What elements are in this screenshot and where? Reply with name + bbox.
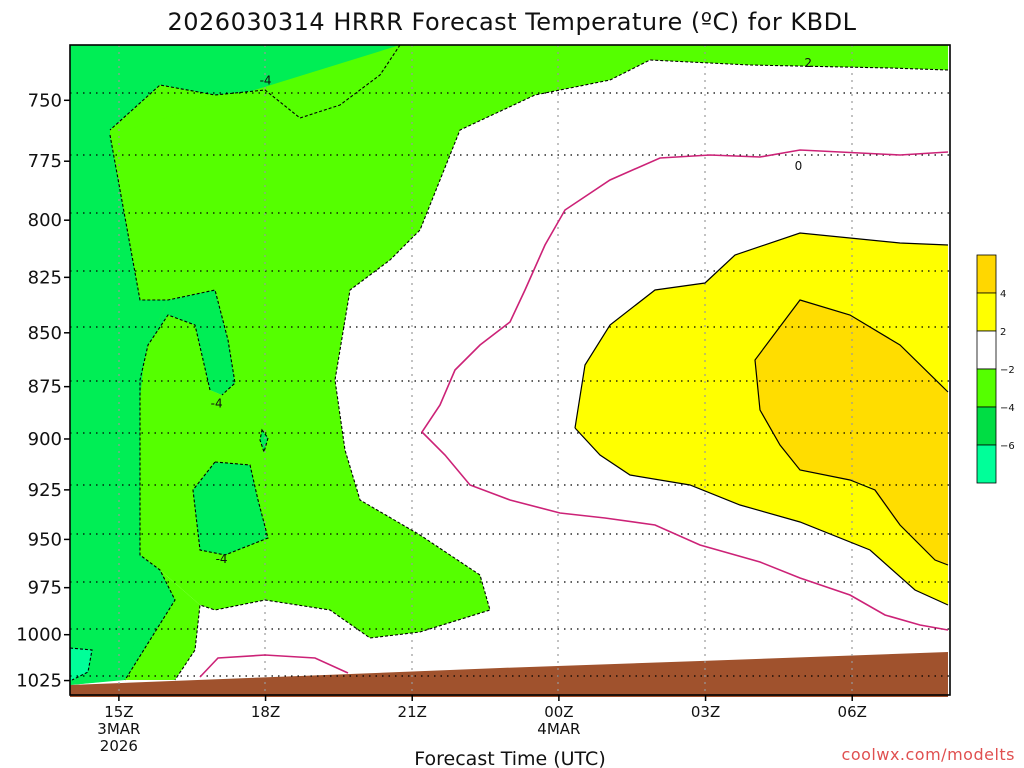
contour-2 [574, 232, 949, 429]
contour-label: -4 [216, 552, 228, 566]
colorbar: 4 2 −2 −4 −6 [976, 254, 1015, 484]
x-tick-label: 03Z [691, 703, 720, 721]
y-tick-label: 875 [28, 377, 62, 398]
contour-minus6-pocket [192, 461, 269, 556]
y-tick-label: 925 [28, 480, 62, 501]
colorbar-swatch [976, 406, 997, 446]
colorbar-swatch [976, 292, 997, 332]
x-tick-label: 00Z [544, 703, 573, 721]
contour-minus2-main [174, 59, 949, 681]
plot-area: -4 2 0 -4 -4 [69, 44, 951, 697]
contour-minus4-left [109, 134, 236, 396]
region-minus6-to-minus4-edge [70, 45, 160, 685]
region-below-minus6 [70, 648, 92, 680]
colorbar-tick-label: −4 [1000, 403, 1015, 414]
region-above-4 [755, 300, 948, 565]
x-tick-label: 15Z [104, 703, 133, 721]
contour-zero-lower [199, 654, 349, 678]
contour-minus6-tiny [259, 428, 269, 454]
x-tick-label: 4MAR [537, 720, 580, 738]
x-axis-label: Forecast Time (UTC) [414, 748, 605, 768]
y-tick-label: 800 [28, 210, 62, 231]
y-tick-label: 1025 [16, 671, 62, 692]
y-axis: 750 775 800 825 850 875 900 925 950 975 1000 1025 [16, 90, 70, 692]
contour-minus6-corner [69, 647, 93, 681]
y-tick-label: 950 [28, 529, 62, 550]
y-tick-label: 975 [28, 578, 62, 599]
colorbar-tick-label: 2 [1000, 327, 1006, 338]
colorbar-swatch [976, 368, 997, 408]
contour-label: -4 [211, 397, 223, 411]
region-minus6-pocket-lower [193, 462, 268, 555]
contour-label: 2 [804, 56, 812, 70]
chart-title: 2026030314 HRRR Forecast Temperature (ºC… [168, 8, 857, 36]
x-tick-label: 3MAR [97, 720, 140, 738]
credit-text: coolwx.com/modelts [842, 745, 1015, 764]
ground-surface [70, 652, 948, 697]
y-tick-label: 850 [28, 323, 62, 344]
x-tick-label: 2026 [100, 737, 138, 755]
x-tick-label: 21Z [398, 703, 427, 721]
colorbar-tick-label: 4 [1000, 289, 1006, 300]
x-tick-label: 06Z [838, 703, 867, 721]
contour-2-bottom [574, 427, 949, 606]
x-tick-label: 18Z [251, 703, 280, 721]
colorbar-tick-label: −2 [1000, 365, 1015, 376]
y-tick-label: 825 [28, 267, 62, 288]
contour-labels: -4 2 0 -4 -4 [211, 56, 812, 566]
colorbar-tick-label: −6 [1000, 441, 1015, 452]
region-minus4-to-minus2-main [110, 45, 948, 638]
y-tick-label: 1000 [16, 625, 62, 646]
y-tick-label: 775 [28, 151, 62, 172]
contour-minus2 [109, 44, 401, 131]
region-minus6-pocket-upper [140, 290, 235, 400]
contour-label: 0 [795, 159, 803, 173]
contour-4 [754, 299, 949, 566]
colorbar-swatch [976, 330, 997, 370]
y-tick-label: 900 [28, 429, 62, 450]
y-tick-label: 750 [28, 90, 62, 111]
contour-label: -4 [260, 73, 272, 87]
plot-frame [69, 44, 951, 696]
region-minus6-to-minus4-fill [110, 45, 400, 135]
colorbar-swatch [976, 444, 997, 484]
colorbar-swatch [976, 254, 997, 294]
contour-minus4-lower [124, 314, 211, 681]
contour-zero-upper [420, 149, 949, 631]
